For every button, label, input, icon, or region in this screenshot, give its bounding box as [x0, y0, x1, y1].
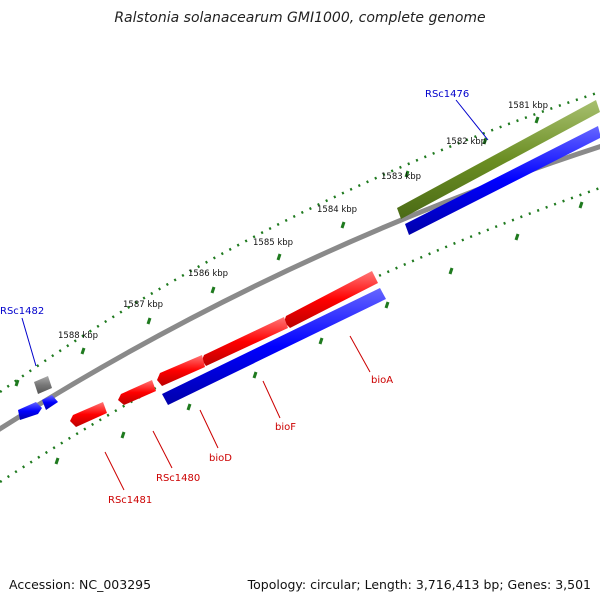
gene-rsc1480[interactable]	[118, 380, 156, 405]
kbp-label-1588: 1588 kbp	[58, 331, 98, 341]
kbp-label-1586: 1586 kbp	[188, 269, 228, 279]
gene-bioD[interactable]	[157, 355, 205, 386]
gene-bio-operon-blue[interactable]	[162, 288, 386, 405]
label-bioD: bioD	[209, 453, 232, 464]
gene-small-blue-2[interactable]	[42, 395, 58, 410]
gene-rsc1476-highlight[interactable]	[397, 100, 600, 219]
accession-text: Accession: NC_003295	[9, 577, 152, 592]
gene-bioF[interactable]	[202, 317, 288, 366]
gene-rsc1481[interactable]	[70, 402, 107, 427]
leader-rsc1482	[21, 317, 37, 367]
label-rsc1476: RSc1476	[425, 89, 469, 100]
label-rsc1480: RSc1480	[156, 473, 200, 484]
kbp-label-1587: 1587 kbp	[123, 300, 163, 310]
gene-bioA[interactable]	[284, 271, 378, 328]
label-rsc1481: RSc1481	[108, 495, 152, 506]
kbp-label-1581: 1581 kbp	[508, 101, 548, 111]
genome-summary-text: Topology: circular; Length: 3,716,413 bp…	[247, 577, 591, 592]
gene-rsc1476-blue[interactable]	[405, 126, 600, 235]
genome-backbone	[0, 144, 600, 432]
label-bioA: bioA	[371, 375, 393, 386]
outer-major-ticks	[14, 116, 540, 387]
leader-rsc1481	[104, 451, 125, 491]
kbp-label-1584: 1584 kbp	[317, 205, 357, 215]
map-title: Ralstonia solanacearum GMI1000, complete…	[114, 10, 486, 26]
leader-bioF	[262, 380, 281, 419]
leader-bioA	[349, 335, 371, 373]
inner-major-ticks	[54, 201, 584, 465]
leader-rsc1480	[152, 430, 173, 469]
label-bioF: bioF	[275, 422, 296, 433]
leader-bioD	[199, 409, 219, 449]
outer-tick-ring	[0, 90, 600, 394]
kbp-label-1582: 1582 kbp	[446, 137, 486, 147]
kbp-label-1583: 1583 kbp	[381, 172, 421, 182]
gene-rsc1482-gray[interactable]	[34, 376, 52, 394]
leader-rsc1476	[455, 99, 489, 141]
label-rsc1482: RSc1482	[0, 306, 44, 317]
kbp-label-1585: 1585 kbp	[253, 238, 293, 248]
gene-small-blue-1[interactable]	[18, 402, 42, 420]
